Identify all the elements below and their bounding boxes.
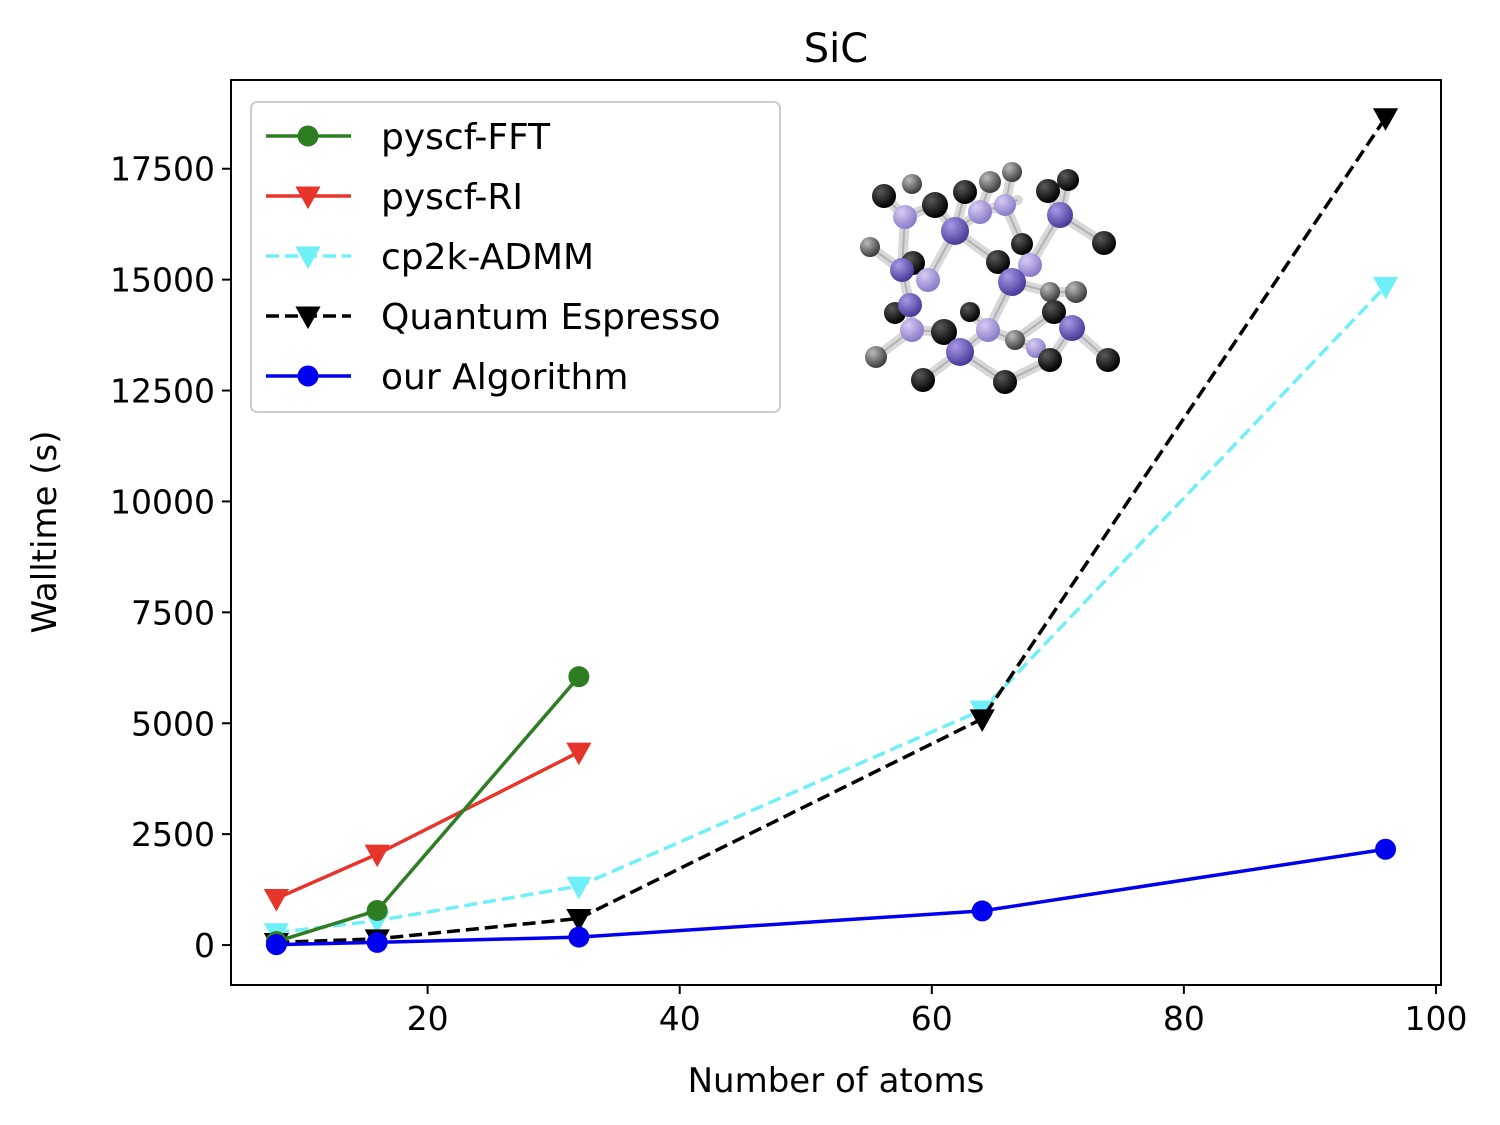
series-line-pyscf-fft	[275, 675, 581, 944]
x-tick-label: 40	[659, 999, 701, 1038]
series-line-pyscf-ri	[275, 750, 580, 901]
data-point-our-algorithm	[1375, 838, 1397, 860]
series-line-quantum-espresso	[276, 116, 1387, 945]
legend-box	[250, 101, 781, 413]
crystal-atom	[902, 174, 922, 194]
x-tick-label: 20	[407, 999, 449, 1038]
series-our-algorithm	[265, 838, 1397, 956]
legend-label: cp2k-ADMM	[381, 237, 594, 278]
legend-marker	[297, 125, 319, 147]
crystal-atom	[890, 258, 914, 282]
data-point-cp2k-admm	[566, 876, 592, 900]
series-pyscf-ri	[263, 742, 592, 912]
legend-label: Quantum Espresso	[381, 297, 721, 338]
y-tick-label: 17500	[110, 150, 215, 189]
crystal-atom	[1002, 162, 1022, 182]
legend-item-quantum-espresso: Quantum Espresso	[266, 297, 721, 338]
crystal-atom	[993, 370, 1017, 394]
crystal-atom	[900, 318, 924, 342]
plot-area-frame	[230, 79, 1442, 986]
legend-label: pyscf-FFT	[381, 117, 551, 158]
legend-marker	[295, 186, 321, 210]
data-point-our-algorithm	[366, 931, 388, 953]
legend-marker	[295, 306, 321, 330]
x-axis: 20 40 60 80 100	[407, 985, 1467, 1038]
crystal-atom	[986, 250, 1010, 274]
x-tick-label: 80	[1163, 999, 1205, 1038]
y-axis-title: Walltime (s)	[25, 430, 65, 633]
crystal-atom	[994, 194, 1016, 216]
legend-label: our Algorithm	[381, 357, 628, 398]
data-point-cp2k-admm	[1372, 276, 1399, 300]
crystal-atom	[1059, 315, 1085, 341]
crystal-atom	[1047, 202, 1073, 228]
series-pyscf-fft	[265, 666, 590, 953]
chart-title: SiC	[804, 26, 868, 72]
crystal-atom	[893, 205, 917, 229]
crystal-atom	[898, 293, 922, 317]
crystal-atom	[1096, 348, 1120, 372]
crystal-atom	[916, 268, 940, 292]
legend-label: pyscf-RI	[381, 177, 523, 218]
crystal-atom	[860, 237, 880, 257]
data-point-pyscf-fft	[366, 899, 388, 921]
data-point-quantum-espresso	[1372, 108, 1399, 131]
series-line-our-algorithm	[276, 847, 1386, 947]
crystal-atom	[931, 319, 957, 345]
crystal-atom	[968, 200, 992, 224]
crystal-atom	[1038, 348, 1062, 372]
y-axis: 0 2500 5000 7500 10000 12500 15000 17500	[110, 150, 231, 965]
series-layer	[263, 108, 1399, 956]
legend: pyscf-FFT pyscf-RI cp2k-ADMM Quantum Espres…	[250, 101, 781, 413]
crystal-atom	[953, 180, 977, 204]
crystal-atom	[946, 338, 974, 366]
crystal-atom	[1042, 300, 1066, 324]
data-point-pyscf-ri	[364, 844, 390, 868]
x-axis-title: Number of atoms	[688, 1061, 985, 1101]
y-tick-label: 12500	[110, 372, 215, 411]
crystal-atom	[911, 368, 935, 392]
data-point-our-algorithm	[265, 934, 287, 956]
crystal-atom	[976, 318, 1000, 342]
y-tick-label: 2500	[131, 815, 215, 854]
data-point-quantum-espresso	[969, 709, 995, 732]
y-tick-label: 7500	[131, 593, 215, 632]
legend-item-cp2k-admm: cp2k-ADMM	[266, 237, 594, 278]
crystal-atom	[998, 268, 1026, 296]
crystal-atom	[1057, 169, 1079, 191]
crystal-atom	[865, 346, 887, 368]
x-tick-label: 100	[1404, 999, 1467, 1038]
y-tick-label: 5000	[131, 704, 215, 743]
crystal-atom	[1040, 282, 1060, 302]
legend-marker	[295, 246, 321, 270]
data-point-pyscf-ri	[566, 742, 592, 766]
crystal-atom	[960, 302, 980, 322]
legend-marker	[297, 365, 319, 387]
y-tick-label: 15000	[110, 261, 215, 300]
data-point-quantum-espresso	[566, 909, 592, 932]
crystal-atom	[872, 184, 896, 208]
x-tick-label: 60	[911, 999, 953, 1038]
data-point-pyscf-fft	[568, 666, 590, 688]
crystal-atom	[1011, 233, 1033, 255]
y-tick-label: 10000	[110, 482, 215, 521]
sic-crystal-structure-image	[860, 162, 1120, 394]
crystal-atom	[941, 217, 969, 245]
crystal-atom	[1065, 281, 1087, 303]
legend-item-our-algorithm: our Algorithm	[266, 357, 628, 398]
crystal-atom	[1036, 179, 1060, 203]
legend-item-pyscf-ri: pyscf-RI	[266, 177, 523, 218]
crystal-atom	[1092, 231, 1116, 255]
crystal-atom	[1018, 253, 1042, 277]
data-point-our-algorithm	[568, 926, 590, 948]
y-tick-label: 0	[194, 926, 215, 965]
data-point-our-algorithm	[971, 900, 993, 922]
crystal-atom	[922, 192, 948, 218]
legend-item-pyscf-fft: pyscf-FFT	[266, 117, 551, 158]
crystal-atom	[1005, 330, 1025, 350]
data-point-pyscf-ri	[263, 889, 289, 912]
crystal-atom	[979, 171, 1001, 193]
